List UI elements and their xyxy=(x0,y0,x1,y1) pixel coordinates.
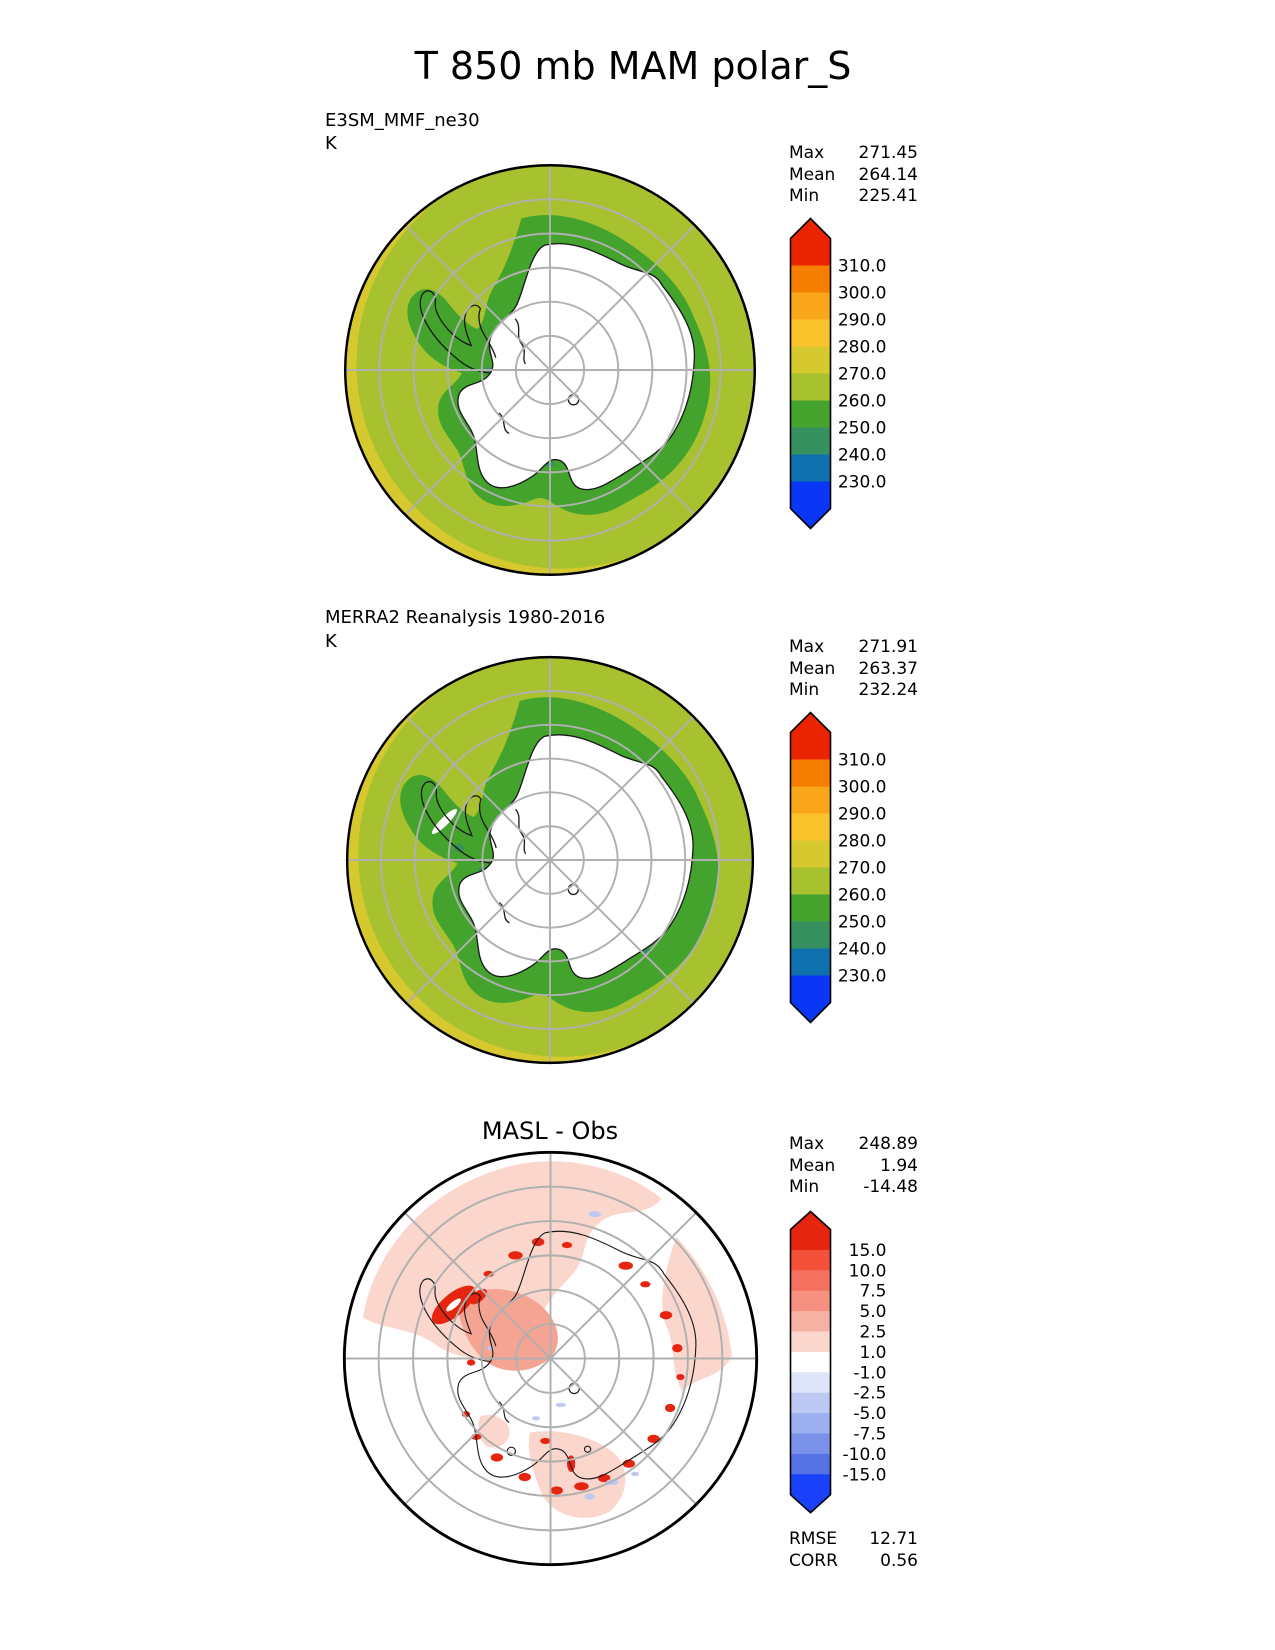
colorbar-tick-label: 280.0 xyxy=(838,338,887,358)
panel-2-units: K xyxy=(325,631,337,652)
stat-value: 225.41 xyxy=(858,186,918,206)
colorbar-tick-label: 260.0 xyxy=(838,392,887,412)
metric-value: 12.71 xyxy=(869,1529,918,1549)
figure-title: T 850 mb MAM polar_S xyxy=(414,44,852,88)
stat-name: Mean xyxy=(789,658,836,679)
panel-2-label: MERRA2 Reanalysis 1980-2016 xyxy=(325,607,606,628)
colorbar-tick-label: 15.0 xyxy=(849,1241,887,1261)
colorbar-tick-label: 260.0 xyxy=(838,886,887,906)
colorbar-tick-label: 1.0 xyxy=(859,1343,886,1363)
stat-row: Min -14.48 xyxy=(789,1177,918,1199)
colorbar-tick-label: 270.0 xyxy=(838,365,887,385)
stat-row: Mean 1.94 xyxy=(789,1156,918,1178)
stat-value: -14.48 xyxy=(863,1177,918,1197)
stat-name: Max xyxy=(789,1134,825,1154)
map-difference xyxy=(342,1150,759,1567)
map-reanalysis xyxy=(345,655,755,1065)
colorbar-tick-label: 310.0 xyxy=(838,751,887,771)
stat-value: 232.24 xyxy=(858,680,918,700)
panel-2-stats: Max 271.91 Mean 263.37 Min 232.24 xyxy=(789,637,918,702)
panel-3-title: MASL - Obs xyxy=(481,1117,619,1145)
colorbar-tick-label: 310.0 xyxy=(838,257,887,277)
map-border xyxy=(345,655,755,1065)
panel-1-stats: Max 271.45 Mean 264.14 Min 225.41 xyxy=(789,143,918,208)
panel-3-stats: Max 248.89 Mean 1.94 Min -14.48 xyxy=(789,1134,918,1199)
stat-value: 271.45 xyxy=(858,143,918,163)
stat-name: Min xyxy=(789,1177,820,1197)
colorbar-tick-label: -1.0 xyxy=(853,1363,886,1383)
colorbar-tick-label: 280.0 xyxy=(838,832,887,852)
stat-row: Mean 263.37 xyxy=(789,659,918,681)
stat-value: 248.89 xyxy=(858,1134,918,1154)
colorbar-tick-label: 240.0 xyxy=(838,446,887,466)
stat-row: Mean 264.14 xyxy=(789,165,918,187)
graticule-layer xyxy=(347,657,753,1063)
colorbar-tick-label: 290.0 xyxy=(838,311,887,331)
colorbar-model: 310.0 300.0 290.0 280.0 270.0 260.0 250.0 240.0… xyxy=(789,217,887,530)
graticule-layer xyxy=(345,165,755,575)
stat-row: Max 271.91 xyxy=(789,637,918,659)
colorbar-tick-label: -7.5 xyxy=(853,1425,886,1445)
stat-name: Max xyxy=(789,143,825,163)
colorbar-tick-label: 230.0 xyxy=(838,967,887,987)
colorbar-tick-label: 240.0 xyxy=(838,940,887,960)
map-border xyxy=(344,164,756,576)
colorbar-tick-label: 300.0 xyxy=(838,284,887,304)
stat-value: 271.91 xyxy=(858,637,918,657)
coastline-layer xyxy=(419,1230,697,1480)
stat-row: Max 271.45 xyxy=(789,143,918,165)
stat-row: Min 225.41 xyxy=(789,186,918,208)
colorbar-reanalysis: 310.0 300.0 290.0 280.0 270.0 260.0 250.0 240.0… xyxy=(789,711,887,1024)
colorbar-tick-label: 10.0 xyxy=(849,1261,887,1281)
stat-row: Min 232.24 xyxy=(789,680,918,702)
metric-name: CORR xyxy=(789,1550,838,1571)
colorbar-tick-label: 300.0 xyxy=(838,778,887,798)
colorbar-difference: 15.010.07.55.02.51.0-1.0-2.5-5.0-7.5-10.… xyxy=(789,1210,887,1514)
stat-name: Mean xyxy=(789,1155,836,1176)
panel-3-metrics: RMSE 12.71 CORR 0.56 xyxy=(789,1529,918,1572)
panel-1-units: K xyxy=(325,133,337,154)
stat-name: Max xyxy=(789,637,825,657)
panel-1-label: E3SM_MMF_ne30 xyxy=(325,110,480,131)
colorbar-tick-label: 5.0 xyxy=(859,1302,886,1322)
metric-row: RMSE 12.71 xyxy=(789,1529,918,1551)
colorbar-tick-label: 250.0 xyxy=(838,419,887,439)
metric-value: 0.56 xyxy=(880,1550,918,1571)
map-model xyxy=(344,164,756,576)
coastline-layer xyxy=(420,734,694,980)
stat-name: Min xyxy=(789,680,820,700)
stat-value: 1.94 xyxy=(880,1155,918,1176)
colorbar-tick-label: 230.0 xyxy=(838,473,887,493)
colorbar-tick-label: 250.0 xyxy=(838,913,887,933)
stat-value: 263.37 xyxy=(858,658,918,679)
map-border xyxy=(342,1150,759,1567)
colorbar-tick-label: -10.0 xyxy=(843,1445,887,1465)
stat-name: Min xyxy=(789,186,820,206)
colorbar-tick-label: -2.5 xyxy=(853,1384,886,1404)
colorbar-tick-label: 290.0 xyxy=(838,805,887,825)
colorbar-tick-label: 270.0 xyxy=(838,859,887,879)
colorbar-tick-label: 7.5 xyxy=(859,1282,886,1302)
metric-name: RMSE xyxy=(789,1529,838,1549)
stat-value: 264.14 xyxy=(858,164,918,185)
stat-name: Mean xyxy=(789,164,836,185)
colorbar-tick-label: 2.5 xyxy=(859,1323,886,1343)
colorbar-tick-label: -15.0 xyxy=(843,1465,887,1485)
metric-row: CORR 0.56 xyxy=(789,1551,918,1573)
stat-row: Max 248.89 xyxy=(789,1134,918,1156)
graticule-layer xyxy=(344,1152,757,1565)
colorbar-tick-label: -5.0 xyxy=(853,1404,886,1424)
